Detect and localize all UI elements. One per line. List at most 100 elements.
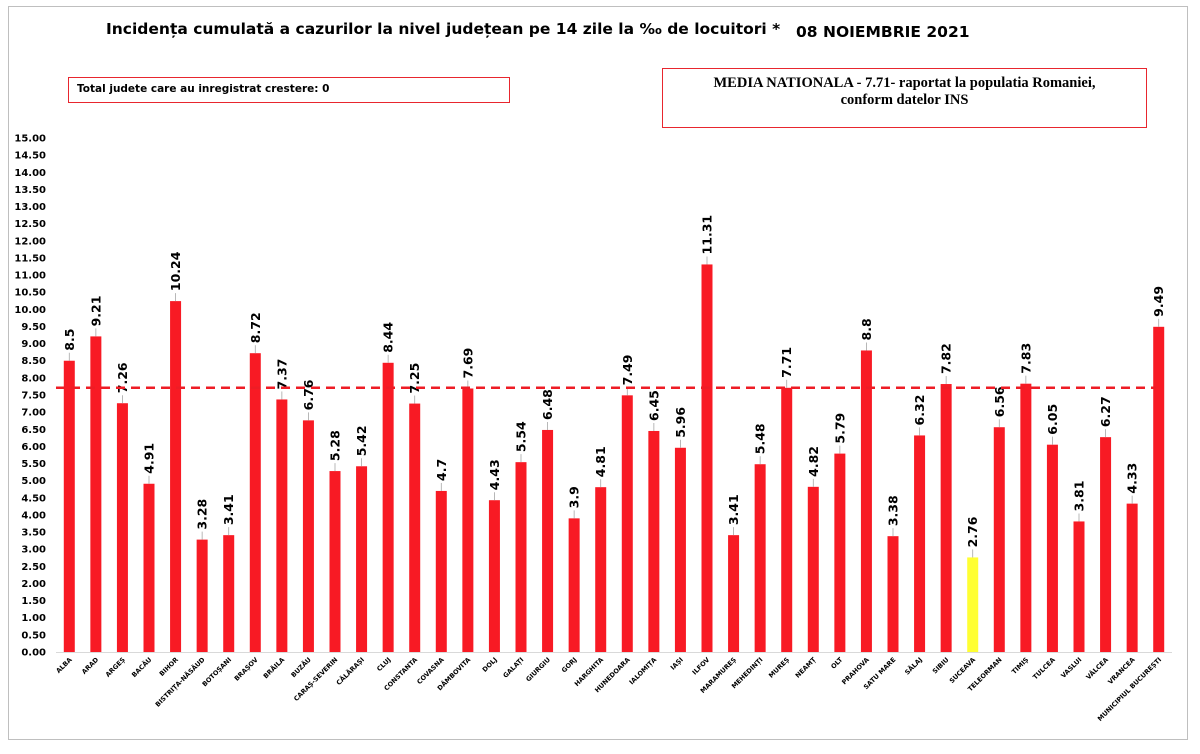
y-tick-label: 7.50: [21, 391, 46, 402]
data-label: 6.05: [1045, 404, 1060, 435]
y-tick-label: 7.00: [21, 408, 46, 419]
y-tick-label: 2.50: [21, 562, 46, 573]
data-label: 4.7: [434, 459, 449, 481]
bar: [382, 362, 394, 652]
x-tick-label: VASLUI: [1059, 656, 1083, 680]
data-label: 7.25: [407, 363, 422, 394]
x-tick-label: CLUJ: [375, 656, 392, 673]
bar: [1073, 521, 1085, 652]
x-tick-label: GALAȚI: [501, 656, 526, 681]
national-average-line2: conform datelor INS: [840, 92, 969, 108]
x-tick-label: BUZĂU: [289, 655, 313, 679]
bar: [1020, 383, 1032, 652]
data-label: 5.48: [753, 423, 768, 454]
bar: [887, 536, 899, 652]
x-tick-label: IALOMIȚA: [628, 656, 659, 687]
y-tick-label: 4.50: [21, 493, 46, 504]
data-label: 6.27: [1098, 396, 1113, 427]
data-label: 7.69: [460, 348, 475, 379]
data-label: 4.91: [142, 443, 157, 474]
data-label: 3.41: [221, 494, 236, 525]
x-tick-label: OLT: [829, 655, 844, 670]
data-label: 3.81: [1072, 481, 1087, 512]
data-label: 4.43: [487, 459, 502, 490]
data-label: 5.42: [354, 425, 369, 456]
data-label: 11.31: [700, 215, 715, 255]
data-label: 3.38: [886, 495, 901, 526]
bar: [674, 447, 686, 652]
y-tick-label: 9.50: [21, 322, 46, 333]
x-tick-label: IAȘI: [669, 656, 685, 672]
data-label: 5.28: [328, 430, 343, 461]
y-tick-label: 4.00: [21, 510, 46, 521]
data-label: 3.41: [726, 494, 741, 525]
bar: [1046, 444, 1058, 652]
data-label: 3.28: [195, 499, 210, 530]
data-label: 7.37: [274, 359, 289, 390]
y-tick-label: 10.50: [14, 288, 46, 299]
x-tick-label: BIHOR: [158, 656, 180, 678]
y-tick-label: 5.50: [21, 459, 46, 470]
x-tick-label: NEAMȚ: [794, 655, 819, 680]
x-tick-label: ARGEȘ: [104, 656, 127, 679]
x-tick-label: MUREȘ: [767, 656, 791, 680]
x-tick-label: SIBIU: [931, 656, 951, 676]
chart-date: 08 NOIEMBRIE 2021: [796, 23, 970, 41]
data-label: 4.82: [806, 446, 821, 477]
x-tick-label: ALBA: [54, 656, 73, 675]
data-label: 6.45: [646, 390, 661, 421]
bar: [807, 486, 819, 652]
bar: [621, 395, 633, 652]
data-label: 9.21: [88, 296, 103, 327]
data-label: 7.71: [779, 347, 794, 378]
y-tick-label: 1.50: [21, 596, 46, 607]
x-tick-label: TIMIȘ: [1010, 656, 1030, 676]
bar: [940, 384, 952, 652]
y-tick-label: 13.50: [14, 185, 46, 196]
x-tick-label: BACĂU: [129, 655, 153, 679]
x-tick-label: BRAȘOV: [233, 656, 260, 683]
data-label: 5.54: [514, 421, 529, 452]
data-label: 4.81: [593, 446, 608, 477]
y-tick-label: 0.00: [21, 648, 46, 659]
y-tick-label: 14.00: [14, 168, 46, 179]
y-tick-label: 8.50: [21, 356, 46, 367]
bar: [90, 336, 102, 652]
y-tick-label: 14.50: [14, 151, 46, 162]
data-label: 8.8: [859, 318, 874, 340]
data-label: 7.82: [939, 343, 954, 374]
x-tick-label: VÂLCEA: [1084, 655, 1110, 681]
bar: [143, 483, 155, 652]
bar: [860, 350, 872, 652]
bar: [116, 403, 128, 652]
data-label: 6.76: [301, 379, 316, 410]
y-tick-label: 12.00: [14, 236, 46, 247]
data-label: 8.72: [248, 312, 263, 343]
y-tick-label: 10.00: [14, 305, 46, 316]
bar: [1126, 503, 1138, 652]
y-tick-label: 3.00: [21, 545, 46, 556]
bar: [63, 360, 75, 652]
national-average-line1: MEDIA NATIONALA - 7.71- raportat la popu…: [713, 75, 1096, 91]
y-tick-label: 6.00: [21, 442, 46, 453]
bar: [914, 435, 926, 652]
bar: [568, 518, 580, 652]
y-tick-label: 3.50: [21, 528, 46, 539]
bar: [196, 539, 208, 652]
y-tick-label: 5.00: [21, 476, 46, 487]
bar: [1153, 326, 1165, 652]
bar: [409, 403, 421, 652]
bar: [834, 453, 846, 652]
bar: [595, 487, 607, 652]
data-label: 8.44: [381, 322, 396, 353]
data-label: 6.48: [540, 389, 555, 420]
x-tick-label: ILFOV: [691, 656, 712, 677]
bar: [329, 471, 341, 652]
y-tick-label: 11.50: [14, 253, 46, 264]
y-tick-label: 11.00: [14, 271, 46, 282]
chart-title: Incidența cumulată a cazurilor la nivel …: [106, 20, 781, 38]
data-label: 6.56: [992, 386, 1007, 417]
x-tick-label: CĂLĂRAȘI: [334, 655, 366, 687]
bar: [249, 353, 261, 652]
y-tick-label: 1.00: [21, 613, 46, 624]
